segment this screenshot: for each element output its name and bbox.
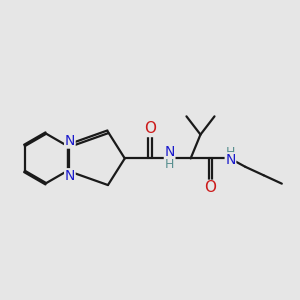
Text: H: H bbox=[165, 158, 174, 171]
Text: N: N bbox=[225, 153, 236, 167]
Text: N: N bbox=[65, 134, 75, 148]
Text: O: O bbox=[204, 180, 216, 195]
Text: H: H bbox=[226, 146, 235, 159]
Text: O: O bbox=[144, 122, 156, 136]
Text: N: N bbox=[164, 145, 175, 159]
Text: N: N bbox=[65, 169, 75, 183]
